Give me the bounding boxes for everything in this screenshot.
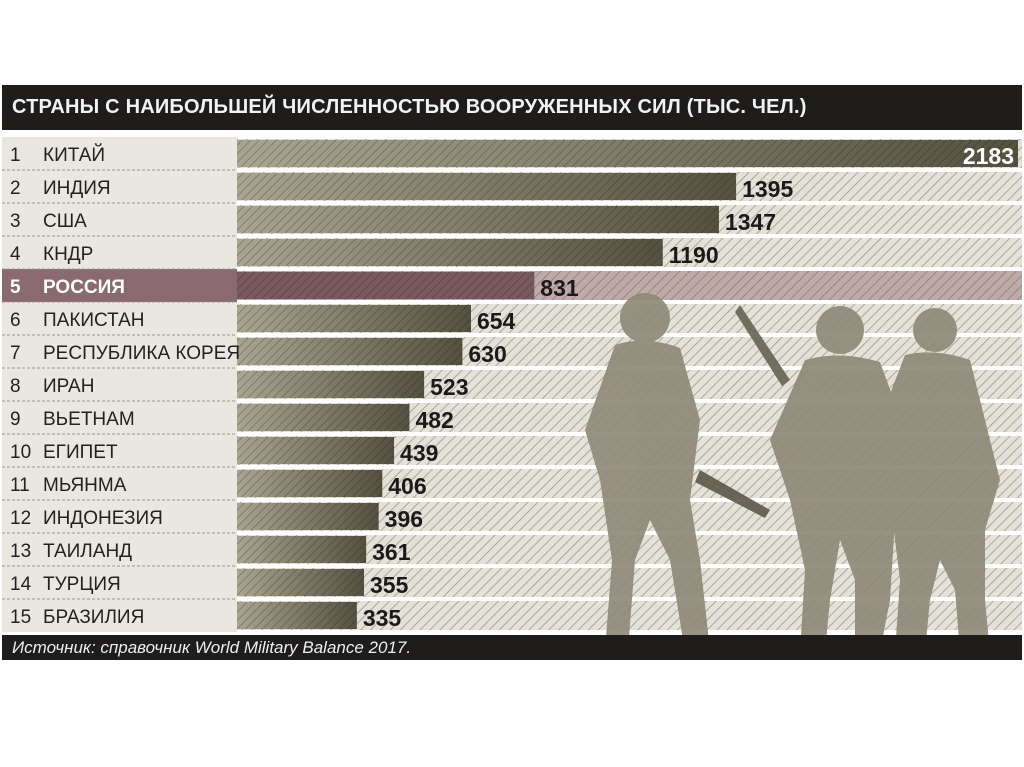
bar-hatch [237,371,425,398]
value-label: 630 [468,341,506,367]
rank-label: 14 [10,574,32,595]
country-label: ТУРЦИЯ [43,574,121,595]
country-label: ЕГИПЕТ [43,442,118,463]
chart-title: СТРАНЫ С НАИБОЛЬШЕЙ ЧИСЛЕННОСТЬЮ ВООРУЖЕ… [2,85,1022,130]
value-label: 335 [363,605,402,631]
bar-hatch [237,569,365,596]
country-label: ВЬЕТНАМ [43,409,135,430]
row-label-bg [2,434,237,467]
country-label: КИТАЙ [43,144,105,166]
value-label: 361 [372,539,411,565]
rank-label: 9 [10,409,21,430]
bar-hatch [237,338,463,365]
value-label: 2183 [963,143,1014,169]
rank-label: 13 [10,541,31,562]
bar-hatch [237,602,357,629]
row-label-bg [2,566,237,599]
rank-label: 10 [10,442,31,463]
row-label-bg [2,335,237,368]
bar-hatch [237,239,663,266]
bar-hatch [237,140,1018,167]
country-label: МЬЯНМА [43,475,127,496]
country-label: ИНДИЯ [43,178,111,199]
rank-label: 5 [10,277,21,298]
country-label: ИРАН [43,376,94,397]
value-label: 1395 [742,176,793,202]
row-label-bg [2,467,237,500]
country-label: ТАИЛАНД [43,541,132,562]
row-label-bg [2,203,237,236]
bar-hatch [237,305,471,332]
value-label: 355 [370,572,409,598]
country-label: ПАКИСТАН [43,310,145,331]
bar-hatch [237,503,379,530]
country-label: КНДР [43,244,93,265]
rank-label: 2 [10,178,21,199]
rank-label: 1 [10,145,21,166]
source-note: Источник: справочник World Military Bala… [2,635,1022,660]
value-label: 831 [540,275,579,301]
value-label: 654 [477,308,516,334]
rank-label: 11 [10,475,30,496]
row-label-bg [2,236,237,269]
rank-label: 8 [10,376,21,397]
rank-label: 15 [10,607,31,628]
row-label-bg [2,368,237,401]
rank-label: 12 [10,508,31,529]
country-label: БРАЗИЛИЯ [43,607,144,628]
bar-hatch [237,272,535,299]
country-label: РОССИЯ [43,277,125,298]
bar-hatch [237,173,737,200]
value-label: 1347 [725,209,776,235]
country-label: РЕСПУБЛИКА КОРЕЯ [43,343,240,364]
row-label-bg [2,137,237,170]
row-label-bg [2,500,237,533]
bar-hatch [237,437,395,464]
soldier-silhouettes [585,293,1000,652]
row-label-bg [2,302,237,335]
value-label: 1190 [669,242,719,268]
country-label: США [43,211,87,232]
row-label-bg [2,401,237,434]
row-label-bg [2,533,237,566]
bar-hatch [237,404,410,431]
row-label-bg [2,599,237,632]
rank-label: 3 [10,211,21,232]
country-label: ИНДОНЕЗИЯ [43,508,163,529]
value-label: 406 [388,473,426,499]
value-label: 396 [385,506,423,532]
row-label-bg [2,269,237,302]
bar-hatch [237,536,367,563]
bar-hatch [237,470,383,497]
value-label: 523 [430,374,468,400]
rank-label: 7 [10,343,21,364]
row-label-bg [2,170,237,203]
value-label: 439 [400,440,438,466]
value-label: 482 [415,407,453,433]
rank-label: 6 [10,310,21,331]
bar-hatch [237,206,719,233]
rank-label: 4 [10,244,21,265]
